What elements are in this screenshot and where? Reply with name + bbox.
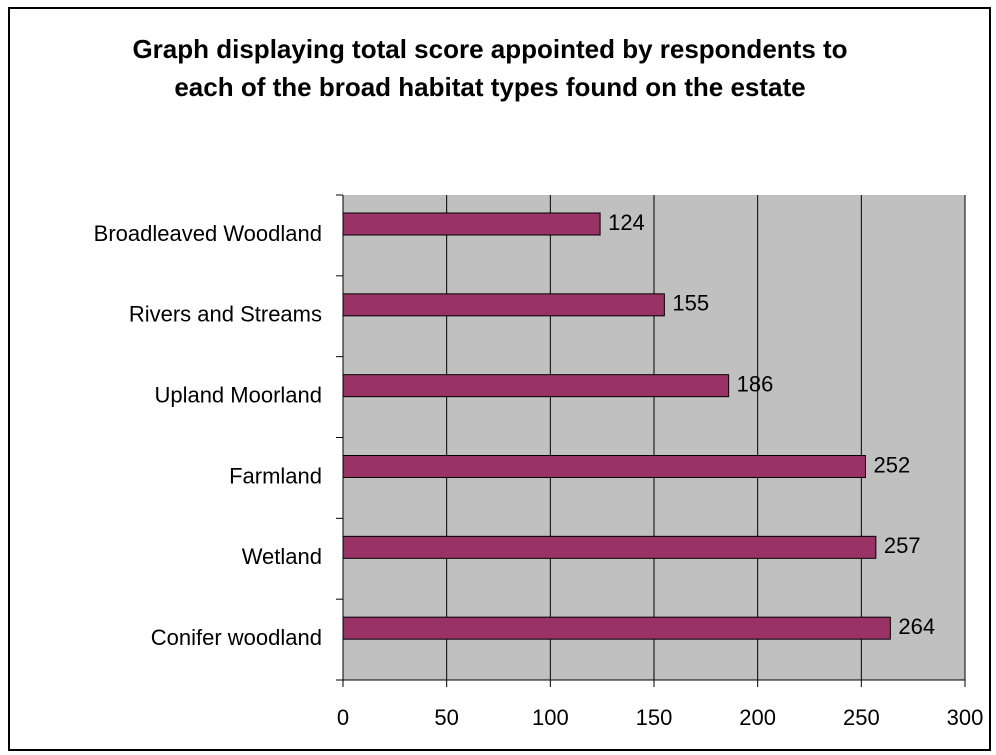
x-tick-label: 150	[636, 705, 673, 730]
x-tick-label: 300	[947, 705, 984, 730]
x-tick-label: 0	[337, 705, 349, 730]
x-tick-label: 50	[434, 705, 458, 730]
chart-title: Graph displaying total score appointed b…	[132, 34, 848, 102]
x-tick-label: 100	[532, 705, 569, 730]
bar	[342, 374, 730, 398]
y-tick-label: Upland Moorland	[154, 382, 322, 407]
bar	[342, 535, 877, 559]
bar	[342, 212, 601, 236]
data-label: 186	[737, 371, 774, 396]
y-tick-label: Farmland	[229, 463, 322, 488]
y-tick-label: Conifer woodland	[151, 625, 322, 650]
x-tick-label: 200	[739, 705, 776, 730]
x-tick-label: 250	[843, 705, 880, 730]
y-tick-label: Broadleaved Woodland	[94, 221, 322, 246]
bar	[342, 616, 891, 640]
y-tick-label: Rivers and Streams	[129, 302, 322, 327]
data-label: 124	[608, 210, 645, 235]
bar	[342, 293, 665, 317]
data-label: 264	[898, 614, 935, 639]
data-label: 257	[884, 533, 921, 558]
data-label: 155	[672, 291, 709, 316]
data-label: 252	[873, 452, 910, 477]
bar	[342, 455, 866, 478]
y-tick-label: Wetland	[242, 544, 322, 569]
